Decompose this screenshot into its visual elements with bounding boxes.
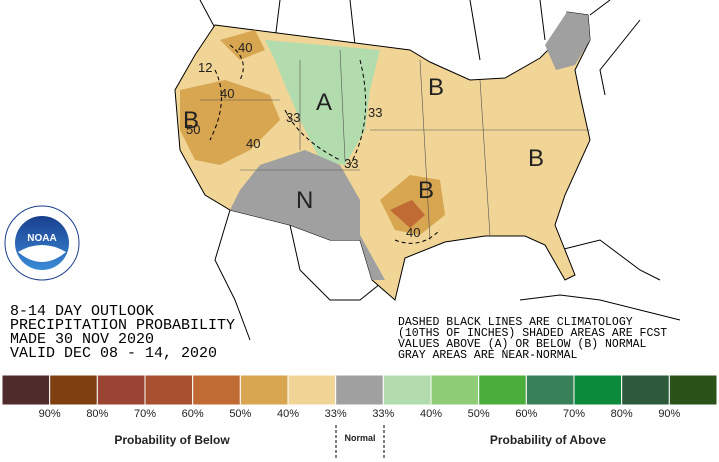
outlook-info: 8-14 DAY OUTLOOK PRECIPITATION PROBABILI… — [10, 303, 235, 362]
map-label: B — [183, 107, 199, 134]
legend-label: 70% — [134, 408, 156, 420]
contour-label: 33 — [368, 105, 382, 120]
legend-label: 33% — [325, 408, 347, 420]
legend-label: 90% — [39, 408, 61, 420]
contour-label: 40 — [406, 225, 420, 240]
note-line: (10THS OF INCHES) SHADED AREAS ARE FCST — [398, 327, 667, 340]
legend-swatch — [382, 374, 432, 406]
note-line: GRAY AREAS ARE NEAR-NORMAL — [398, 349, 578, 362]
legend-label: 70% — [563, 408, 585, 420]
logo-gull — [18, 245, 66, 262]
legend-below: Probability of Below — [114, 433, 230, 447]
legend-swatch — [430, 374, 480, 406]
legend-label: 60% — [182, 408, 204, 420]
legend-swatch — [668, 374, 718, 406]
legend-normal: Normal — [344, 433, 375, 443]
info-line: PRECIPITATION PROBABILITY — [10, 317, 235, 334]
notes: DASHED BLACK LINES ARE CLIMATOLOGY (10TH… — [398, 316, 667, 362]
below-area-west — [180, 80, 280, 165]
map-label: B — [418, 177, 434, 204]
contour-label: 33 — [344, 156, 358, 171]
normal-area — [230, 150, 385, 280]
below-core-south — [390, 200, 425, 228]
legend-swatch — [478, 374, 527, 406]
legend-label: 50% — [468, 408, 490, 420]
contour-label: 12 — [198, 60, 212, 75]
info-line: MADE 30 NOV 2020 — [10, 331, 154, 348]
map-label: N — [296, 187, 313, 214]
legend-label: 40% — [420, 408, 442, 420]
contour-label: 40 — [246, 136, 260, 151]
map-label: B — [428, 74, 444, 101]
legend-label: 80% — [86, 408, 108, 420]
legend-label: 90% — [658, 408, 680, 420]
legend-swatch — [49, 374, 98, 406]
legend-label: 80% — [611, 408, 633, 420]
legend-swatch — [287, 374, 337, 406]
legend-swatch — [192, 374, 241, 406]
legend-swatch — [1, 374, 51, 406]
map-label: A — [316, 89, 332, 116]
noaa-logo: NOAA — [4, 205, 80, 281]
legend-label: 60% — [515, 408, 537, 420]
contour-label: 40 — [238, 40, 252, 55]
legend-above: Probability of Above — [490, 433, 607, 447]
note-line: VALUES ABOVE (A) OR BELOW (B) NORMAL — [398, 338, 647, 351]
legend-swatch — [621, 374, 670, 406]
note-line: DASHED BLACK LINES ARE CLIMATOLOGY — [398, 316, 633, 329]
info-line: 8-14 DAY OUTLOOK — [10, 303, 154, 320]
border-lines — [199, 0, 641, 341]
legend-swatch — [96, 374, 146, 406]
legend-swatch — [335, 374, 384, 406]
legend-label: 50% — [229, 408, 251, 420]
contour-label: 40 — [220, 86, 234, 101]
contour-label: 50 — [186, 122, 200, 137]
contour-label: 33 — [286, 110, 300, 125]
legend-swatch — [239, 374, 289, 406]
map-label: B — [528, 145, 544, 172]
caribbean-lines — [519, 239, 681, 321]
legend-swatch — [573, 374, 623, 406]
above-area — [265, 40, 380, 165]
state-lines — [200, 49, 590, 241]
legend-label: 33% — [372, 408, 394, 420]
legend-swatch — [144, 374, 194, 406]
info-line: VALID DEC 08 - 14, 2020 — [10, 345, 217, 362]
normal-area-ne — [545, 12, 590, 70]
legend-label: 40% — [277, 408, 299, 420]
logo-text: NOAA — [27, 233, 56, 244]
map: A B B B B N 40 12 40 50 40 33 33 33 40 — [174, 0, 681, 341]
legend-swatch — [525, 374, 575, 406]
below-area-nw — [220, 30, 265, 60]
legend: Probability of Below Normal Probability … — [1, 374, 718, 458]
